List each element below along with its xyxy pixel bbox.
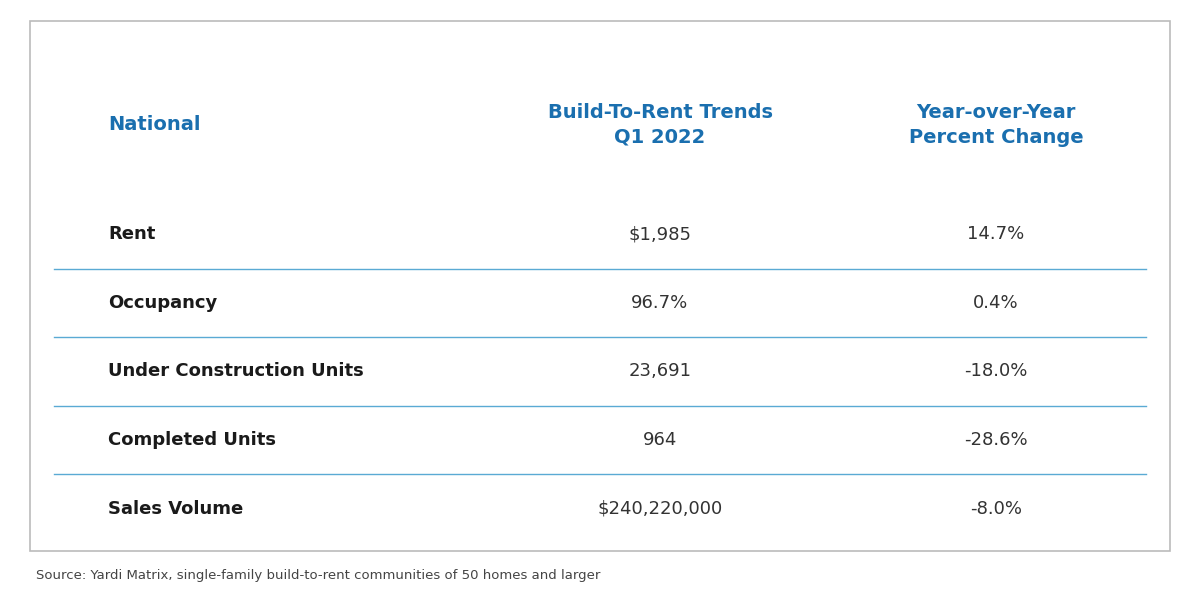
Text: Completed Units: Completed Units	[108, 431, 276, 449]
Text: 964: 964	[643, 431, 677, 449]
Text: Source: Yardi Matrix, single-family build-to-rent communities of 50 homes and la: Source: Yardi Matrix, single-family buil…	[36, 569, 600, 582]
Text: -28.6%: -28.6%	[964, 431, 1028, 449]
Text: Rent: Rent	[108, 225, 155, 244]
Text: Year-over-Year
Percent Change: Year-over-Year Percent Change	[908, 103, 1084, 147]
Text: Occupancy: Occupancy	[108, 294, 217, 312]
Text: Under Construction Units: Under Construction Units	[108, 362, 364, 381]
Text: National: National	[108, 115, 200, 135]
Text: 0.4%: 0.4%	[973, 294, 1019, 312]
Text: 14.7%: 14.7%	[967, 225, 1025, 244]
Text: 23,691: 23,691	[629, 362, 691, 381]
Text: Sales Volume: Sales Volume	[108, 499, 244, 518]
Text: 96.7%: 96.7%	[631, 294, 689, 312]
FancyBboxPatch shape	[30, 21, 1170, 551]
Text: $240,220,000: $240,220,000	[598, 499, 722, 518]
Text: -8.0%: -8.0%	[970, 499, 1022, 518]
Text: $1,985: $1,985	[629, 225, 691, 244]
Text: Build-To-Rent Trends
Q1 2022: Build-To-Rent Trends Q1 2022	[547, 103, 773, 147]
Text: -18.0%: -18.0%	[965, 362, 1027, 381]
